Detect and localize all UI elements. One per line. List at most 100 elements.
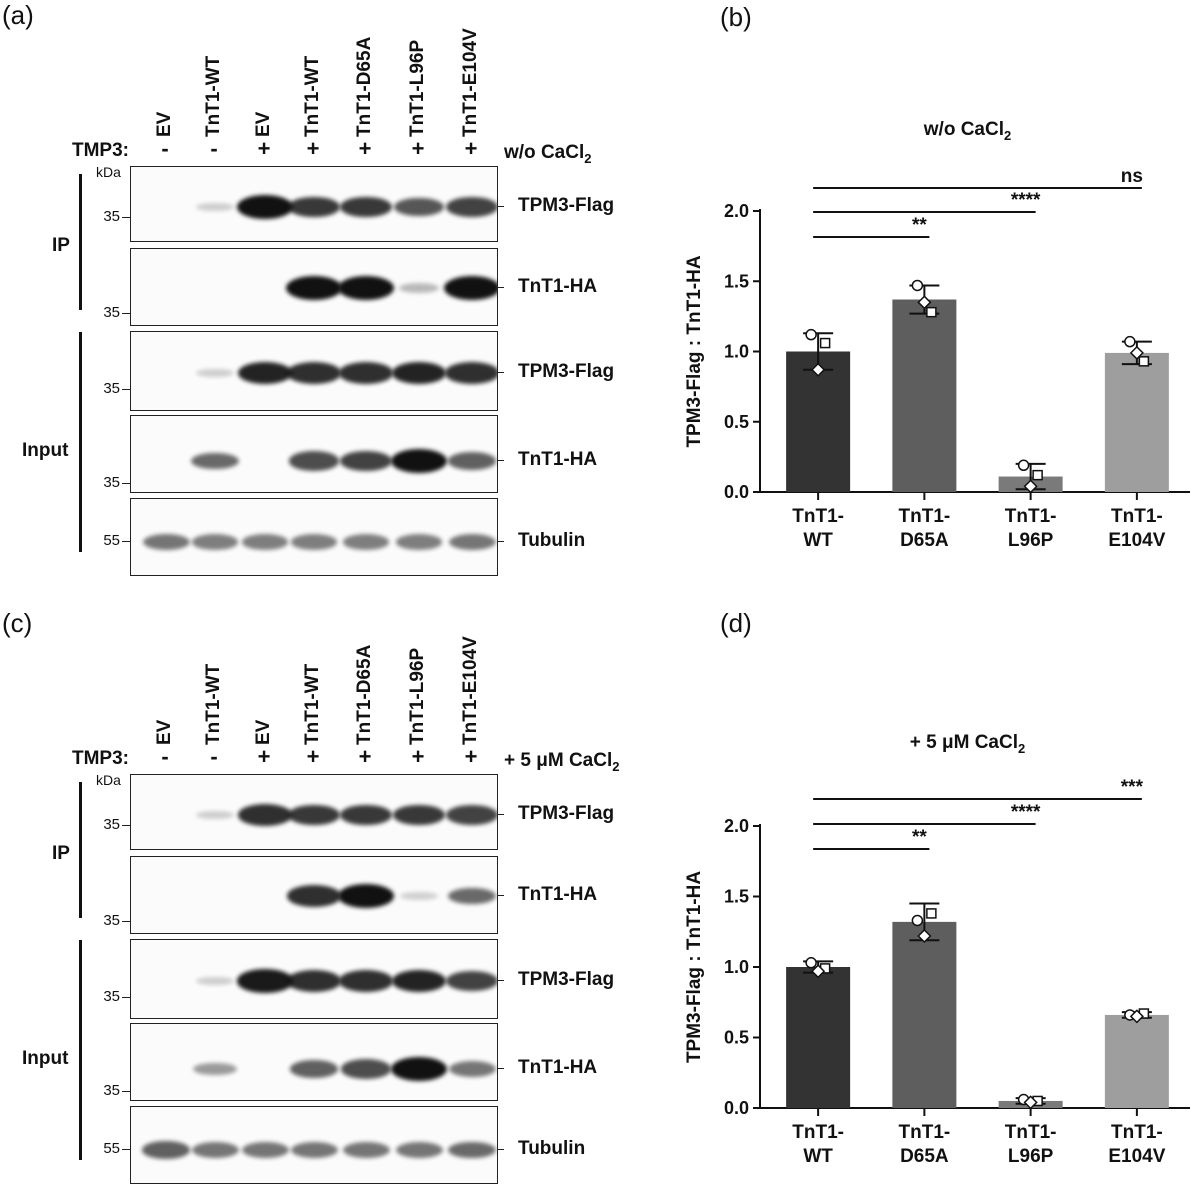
tmp3-sign: - — [161, 136, 169, 161]
blot-band — [340, 451, 392, 471]
ip-bracket — [79, 174, 82, 310]
blot-strip — [130, 856, 498, 934]
tmp3-sign: - — [210, 136, 218, 161]
blot-band — [287, 196, 341, 218]
replicate-point-square — [1138, 356, 1150, 367]
tmp3-sign: + — [257, 136, 271, 161]
blot-band — [241, 534, 289, 550]
mw-tick — [122, 389, 130, 390]
lane-label: TnT1-L96P — [407, 39, 428, 137]
input-bracket — [79, 940, 82, 1160]
y-axis-label: TPM3-Flag : TnT1-HA — [684, 871, 705, 1063]
bar-tnt1-e104v — [1104, 1014, 1169, 1108]
mw-marker: 55 — [103, 1140, 120, 1157]
ip-label: IP — [52, 235, 70, 256]
significance-label: ** — [912, 215, 927, 236]
mw-marker: 35 — [103, 816, 120, 833]
ip-bracket — [79, 782, 82, 918]
x-tick-label-line1: TnT1- — [792, 506, 844, 527]
ip-label: IP — [52, 843, 70, 864]
replicate-point-circle — [911, 279, 924, 292]
blot-band — [287, 885, 341, 907]
x-tick-label-line2: L96P — [1008, 1146, 1054, 1167]
blot-band — [342, 534, 390, 550]
tmp3-label: TMP3: — [72, 748, 129, 769]
blot-band — [141, 1141, 191, 1159]
kda-label: kDa — [96, 164, 121, 180]
lane-label: TnT1-E104V — [460, 636, 481, 745]
x-tick-label-line1: TnT1- — [1005, 1122, 1057, 1143]
blot-label: TnT1-HA — [518, 1057, 598, 1078]
chart-title: + 5 μM CaCl2 — [910, 732, 1025, 756]
x-tick-label-line1: TnT1- — [1111, 506, 1163, 527]
blot-band — [448, 1061, 496, 1077]
blot-band — [195, 202, 235, 212]
blot-band — [448, 1141, 496, 1159]
blot-band — [392, 804, 446, 826]
replicate-point-diamond — [1129, 1009, 1144, 1024]
blot-band — [142, 534, 190, 550]
blot-label: TPM3-Flag — [518, 969, 615, 990]
tmp3-sign: + — [257, 744, 271, 769]
chart-title-subscript: 2 — [1018, 741, 1025, 756]
mw-tick — [122, 997, 130, 998]
blot-band — [391, 449, 447, 473]
blot-strip — [130, 331, 498, 411]
blot-label: TnT1-HA — [518, 276, 598, 297]
blot-strip — [130, 939, 498, 1019]
mw-tick — [122, 921, 130, 922]
mw-tick — [122, 541, 130, 542]
blot-strip — [130, 1106, 498, 1184]
mw-tick — [122, 1149, 130, 1150]
blot-band — [191, 1142, 239, 1158]
tmp3-sign: - — [161, 744, 169, 769]
input-label: Input — [22, 440, 69, 461]
input-label: Input — [22, 1048, 69, 1069]
x-tick-label-line1: TnT1- — [792, 1122, 844, 1143]
mw-marker: 35 — [103, 304, 120, 321]
replicate-point-square — [819, 337, 831, 349]
blot-strip — [130, 248, 498, 326]
label-tick — [498, 372, 504, 373]
blot-band — [339, 804, 393, 826]
panel-letter-c: (c) — [2, 608, 33, 638]
blot-band — [339, 196, 393, 218]
lane-label: EV — [154, 719, 175, 745]
tmp3-sign: + — [358, 744, 372, 769]
replicate-point-circle — [805, 328, 817, 341]
y-tick-label: 0.5 — [724, 1028, 749, 1048]
y-axis-label: TPM3-Flag : TnT1-HA — [684, 255, 705, 447]
tmp3-sign: + — [306, 136, 320, 161]
blot-band — [444, 276, 497, 300]
mw-marker: 35 — [103, 208, 120, 225]
tmp3-sign: + — [358, 136, 372, 161]
mw-tick — [122, 483, 130, 484]
x-tick-label-line1: TnT1- — [1111, 1122, 1163, 1143]
mw-marker: 35 — [103, 380, 120, 397]
blot-band — [391, 969, 447, 993]
lane-label: EV — [253, 111, 274, 137]
bar-chart-d: + 5 μM CaCl2 0.0 0.5 1.0 1.5 2.0 TPM3-Flag : T… — [684, 732, 1190, 1167]
x-tick-label-line2: E104V — [1108, 1146, 1165, 1167]
lane-label: TnT1-D65A — [354, 644, 375, 745]
blot-band — [237, 195, 293, 219]
blot-band — [195, 976, 235, 986]
blot-label: TPM3-Flag — [518, 803, 615, 824]
input-bracket — [79, 332, 82, 552]
blot-band — [290, 1142, 338, 1158]
replicate-point-diamond — [1129, 345, 1144, 360]
tmp3-sign: + — [411, 136, 425, 161]
label-tick — [498, 541, 504, 542]
bar-tnt1-d65a — [892, 921, 957, 1108]
replicate-point-diamond — [917, 295, 932, 310]
blot-band — [446, 805, 497, 825]
x-tick-label-line2: L96P — [1008, 530, 1054, 551]
blot-band — [391, 1057, 447, 1081]
label-tick — [498, 287, 504, 288]
blot-band — [238, 804, 292, 826]
x-tick-label-line2: E104V — [1108, 530, 1165, 551]
replicate-point-diamond — [1023, 1095, 1038, 1110]
tmp3-label: TMP3: — [72, 140, 129, 161]
x-tick-label-line2: WT — [803, 530, 833, 551]
replicate-point-square — [926, 908, 937, 919]
